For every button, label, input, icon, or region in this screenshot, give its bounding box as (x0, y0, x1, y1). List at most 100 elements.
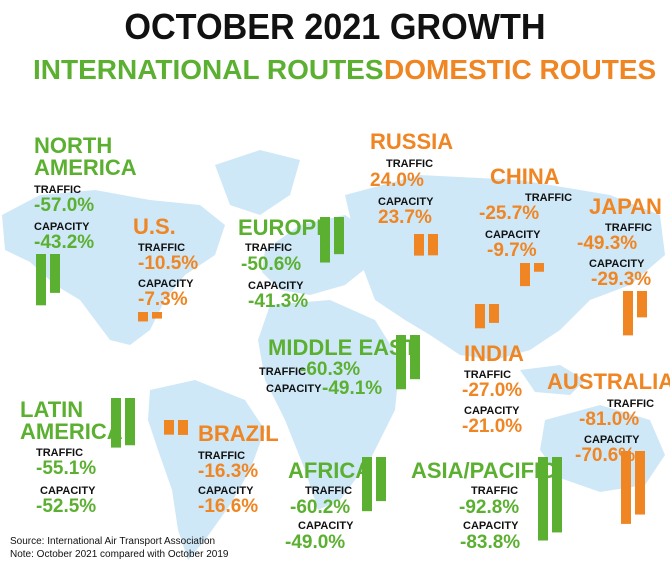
region-name-line: U.S. (133, 214, 176, 239)
capacity-label-africa: CAPACITY (298, 520, 354, 532)
capacity-bar-russia (428, 234, 438, 256)
page-title: OCTOBER 2021 GROWTH (124, 6, 546, 47)
region-name-line: INDIA (464, 341, 524, 366)
capacity-bar-north-america (50, 254, 60, 293)
traffic-bar-china (520, 263, 530, 287)
traffic-bar-australia (621, 451, 631, 524)
traffic-label-africa: TRAFFIC (305, 485, 353, 497)
traffic-label-europe: TRAFFIC (245, 242, 293, 254)
capacity-bar-japan (637, 291, 647, 318)
capacity-value-middle-east: -49.1% (322, 378, 383, 399)
traffic-label-japan: TRAFFIC (605, 222, 653, 234)
capacity-value-russia: 23.7% (378, 207, 432, 228)
capacity-bar-brazil (178, 420, 188, 435)
capacity-value-africa: -49.0% (285, 532, 346, 553)
capacity-bar-us (152, 312, 162, 319)
capacity-bar-africa (376, 457, 386, 502)
map-north-america (2, 190, 225, 345)
map-europe (262, 215, 375, 295)
traffic-label-china: TRAFFIC (525, 192, 573, 204)
traffic-bar-africa (362, 457, 372, 512)
capacity-bar-middle-east (410, 335, 420, 380)
map-asia (345, 175, 665, 360)
capacity-label-brazil: CAPACITY (198, 485, 254, 497)
traffic-value-us: -10.5% (138, 253, 199, 274)
region-name-line: LATIN (20, 397, 84, 422)
capacity-value-china: -9.7% (487, 240, 537, 261)
traffic-bar-middle-east (396, 335, 406, 390)
traffic-label-middle-east: TRAFFIC (259, 366, 307, 378)
traffic-bar-europe (320, 217, 330, 263)
traffic-value-europe: -50.6% (241, 254, 302, 275)
traffic-bar-us (138, 312, 148, 322)
capacity-value-us: -7.3% (138, 289, 188, 310)
capacity-value-asia-pacific: -83.8% (460, 532, 521, 553)
capacity-label-us: CAPACITY (138, 278, 194, 290)
traffic-value-australia: -81.0% (579, 409, 640, 430)
traffic-value-africa: -60.2% (290, 497, 351, 518)
region-name-line: AMERICA (20, 419, 123, 444)
region-name-line: CHINA (490, 164, 560, 189)
comparison-note: Note: October 2021 compared with October… (10, 549, 229, 560)
traffic-label-brazil: TRAFFIC (198, 450, 246, 462)
traffic-label-russia: TRAFFIC (386, 158, 434, 170)
region-name-line: BRAZIL (198, 421, 279, 446)
region-name-india: INDIA (464, 343, 524, 365)
capacity-label-australia: CAPACITY (584, 434, 640, 446)
region-name-line: AUSTRALIA (547, 369, 670, 394)
region-name-australia: AUSTRALIA (547, 371, 670, 393)
region-name-line: AMERICA (34, 155, 137, 180)
capacity-value-japan: -29.3% (591, 269, 652, 290)
legend-domestic: DOMESTIC ROUTES (384, 54, 657, 85)
region-name-us: U.S. (133, 216, 176, 238)
region-name-africa: AFRICA (288, 460, 371, 482)
capacity-bar-china (534, 263, 544, 272)
map-south-america (148, 380, 265, 560)
traffic-bar-north-america (36, 254, 46, 306)
capacity-label-japan: CAPACITY (589, 258, 645, 270)
capacity-label-latin-america: CAPACITY (40, 485, 96, 497)
capacity-label-india: CAPACITY (464, 405, 520, 417)
region-name-line: RUSSIA (370, 129, 454, 154)
capacity-bar-latin-america (125, 398, 135, 446)
region-name-line: MIDDLE EAST (268, 335, 418, 360)
capacity-value-europe: -41.3% (248, 291, 309, 312)
capacity-label-europe: CAPACITY (248, 280, 304, 292)
capacity-value-north-america: -43.2% (34, 232, 95, 253)
traffic-value-brazil: -16.3% (198, 461, 259, 482)
traffic-label-us: TRAFFIC (138, 242, 186, 254)
map-australia (540, 405, 665, 492)
region-name-japan: JAPAN (589, 196, 662, 218)
traffic-value-asia-pacific: -92.8% (459, 497, 520, 518)
region-name-middle-east: MIDDLE EAST (268, 337, 417, 359)
capacity-label-russia: CAPACITY (378, 196, 434, 208)
legend-international: INTERNATIONAL ROUTES (33, 54, 384, 85)
traffic-bar-japan (623, 291, 633, 336)
traffic-value-middle-east: -60.3% (300, 359, 361, 380)
region-name-brazil: BRAZIL (198, 423, 279, 445)
region-name-north-america: NORTH AMERICA (34, 135, 137, 179)
capacity-label-china: CAPACITY (485, 229, 541, 241)
traffic-label-north-america: TRAFFIC (34, 184, 82, 196)
capacity-bar-europe (334, 217, 344, 255)
traffic-value-north-america: -57.0% (34, 195, 95, 216)
region-name-asia-pacific: ASIA/PACIFIC (411, 460, 556, 482)
region-name-line: AFRICA (288, 458, 372, 483)
traffic-value-china: -25.7% (479, 203, 540, 224)
traffic-value-india: -27.0% (462, 380, 523, 401)
region-name-line: NORTH (34, 133, 113, 158)
traffic-label-asia-pacific: TRAFFIC (471, 485, 519, 497)
region-name-latin-america: LATIN AMERICA (20, 399, 123, 443)
region-name-russia: RUSSIA (370, 131, 453, 153)
traffic-label-latin-america: TRAFFIC (36, 447, 84, 459)
source-note: Source: International Air Transport Asso… (10, 536, 216, 547)
map-greenland (215, 150, 300, 215)
traffic-label-australia: TRAFFIC (607, 398, 655, 410)
region-name-line: EUROPE (238, 215, 331, 240)
traffic-bar-brazil (164, 420, 174, 435)
traffic-bar-russia (414, 234, 424, 256)
region-name-line: ASIA/PACIFIC (411, 458, 557, 483)
region-name-line: JAPAN (589, 194, 662, 219)
